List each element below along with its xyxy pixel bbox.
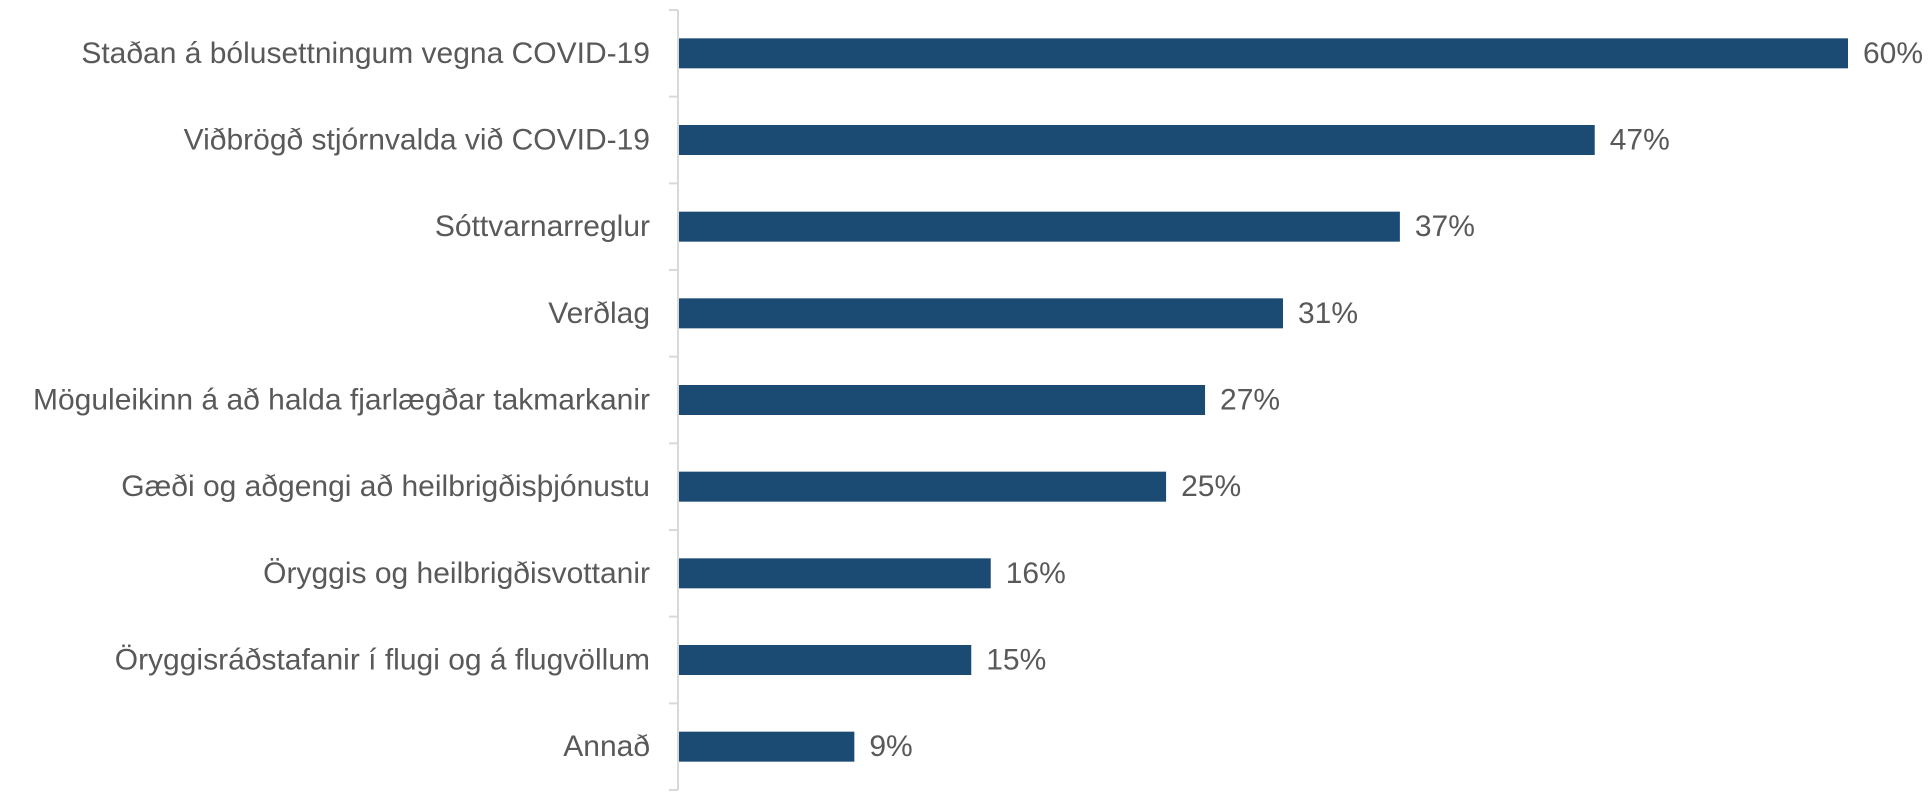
bar bbox=[679, 645, 972, 675]
bar bbox=[679, 38, 1848, 69]
category-label: Staðan á bólusettningum vegna COVID-19 bbox=[81, 37, 650, 70]
data-label: 9% bbox=[869, 730, 912, 763]
bar bbox=[679, 298, 1283, 329]
value-labels-group: 60% 47% 37% 31% 27% 25% 16% 15% 9% bbox=[869, 37, 1923, 763]
category-label: Annað bbox=[563, 730, 650, 763]
category-label: Öryggisráðstafanir í flugi og á flugvöll… bbox=[115, 644, 650, 677]
data-label: 31% bbox=[1298, 297, 1358, 330]
category-labels-group: Staðan á bólusettningum vegna COVID-19 Vi… bbox=[33, 37, 650, 763]
category-label: Öryggis og heilbrigðisvottanir bbox=[263, 557, 650, 590]
bar bbox=[679, 125, 1595, 155]
bars-group bbox=[679, 38, 1848, 762]
bar bbox=[679, 211, 1400, 242]
data-label: 37% bbox=[1415, 210, 1475, 243]
bar bbox=[679, 731, 855, 762]
category-label: Viðbrögð stjórnvalda við COVID-19 bbox=[184, 124, 650, 157]
category-label: Verðlag bbox=[548, 297, 650, 330]
data-label: 16% bbox=[1006, 557, 1066, 590]
bar bbox=[679, 558, 991, 589]
bar bbox=[679, 385, 1206, 415]
data-label: 25% bbox=[1181, 470, 1241, 503]
bar bbox=[679, 471, 1167, 502]
category-label: Gæði og aðgengi að heilbrigðisþjónustu bbox=[121, 470, 650, 503]
category-axis bbox=[669, 9, 679, 791]
data-label: 60% bbox=[1863, 37, 1923, 70]
data-label: 15% bbox=[986, 644, 1046, 677]
data-label: 47% bbox=[1610, 124, 1670, 157]
data-label: 27% bbox=[1220, 384, 1280, 417]
category-label: Sóttvarnarreglur bbox=[435, 210, 650, 243]
category-label: Möguleikinn á að halda fjarlægðar takmar… bbox=[33, 384, 650, 417]
